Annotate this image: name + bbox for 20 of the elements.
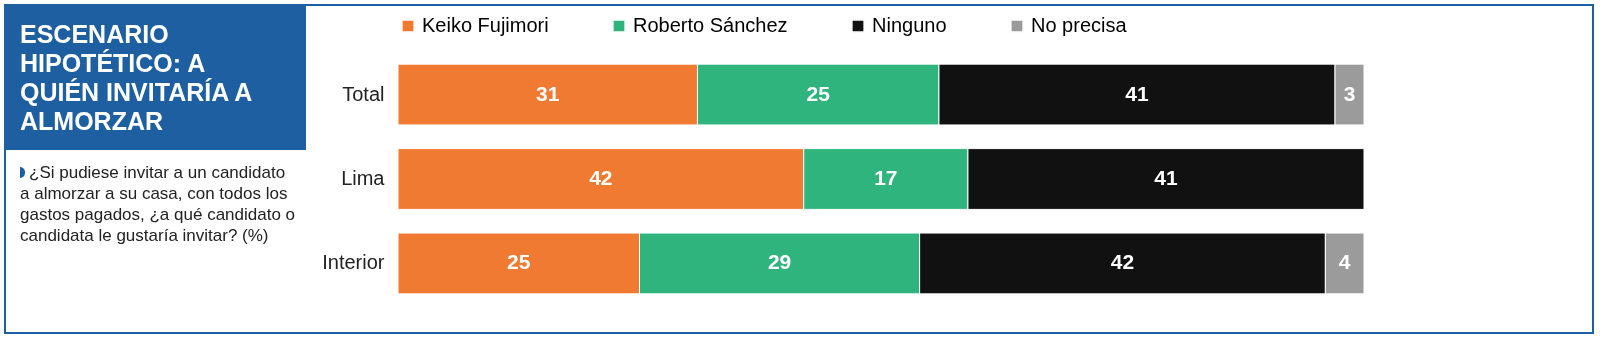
legend-label: No precisa — [1031, 14, 1128, 36]
data-label: 3 — [1343, 81, 1356, 105]
data-label: 17 — [874, 166, 898, 189]
data-label: 41 — [1154, 166, 1178, 189]
data-label: 29 — [767, 250, 792, 274]
data-label: 31 — [536, 81, 560, 105]
data-label: 41 — [1125, 81, 1149, 105]
legend-label: Keiko Fujimori — [422, 14, 549, 36]
y-tick-label: Interior — [322, 251, 385, 274]
data-label: 25 — [806, 81, 831, 105]
y-tick-label: Total — [342, 82, 385, 105]
y-tick-label: Lima — [341, 167, 386, 189]
data-label: 42 — [589, 166, 613, 189]
legend-label: Ninguno — [872, 14, 947, 36]
text: ESCENARIO HIPOTÉTICO: A QUIÉN INVITARÍA A ALMORZAR — [6, 6, 306, 150]
legend-label: Roberto Sánchez — [633, 14, 788, 36]
data-label: 4 — [1338, 250, 1351, 274]
data-label: 42 — [1110, 250, 1135, 274]
text: ¿Si pudiese invitar a un candidato a almorzar a su casa, con todos los gastos pagados, ¿a qué candidato o candidata le gustaría invitar? (%) — [20, 163, 296, 245]
data-label: 25 — [507, 250, 531, 274]
